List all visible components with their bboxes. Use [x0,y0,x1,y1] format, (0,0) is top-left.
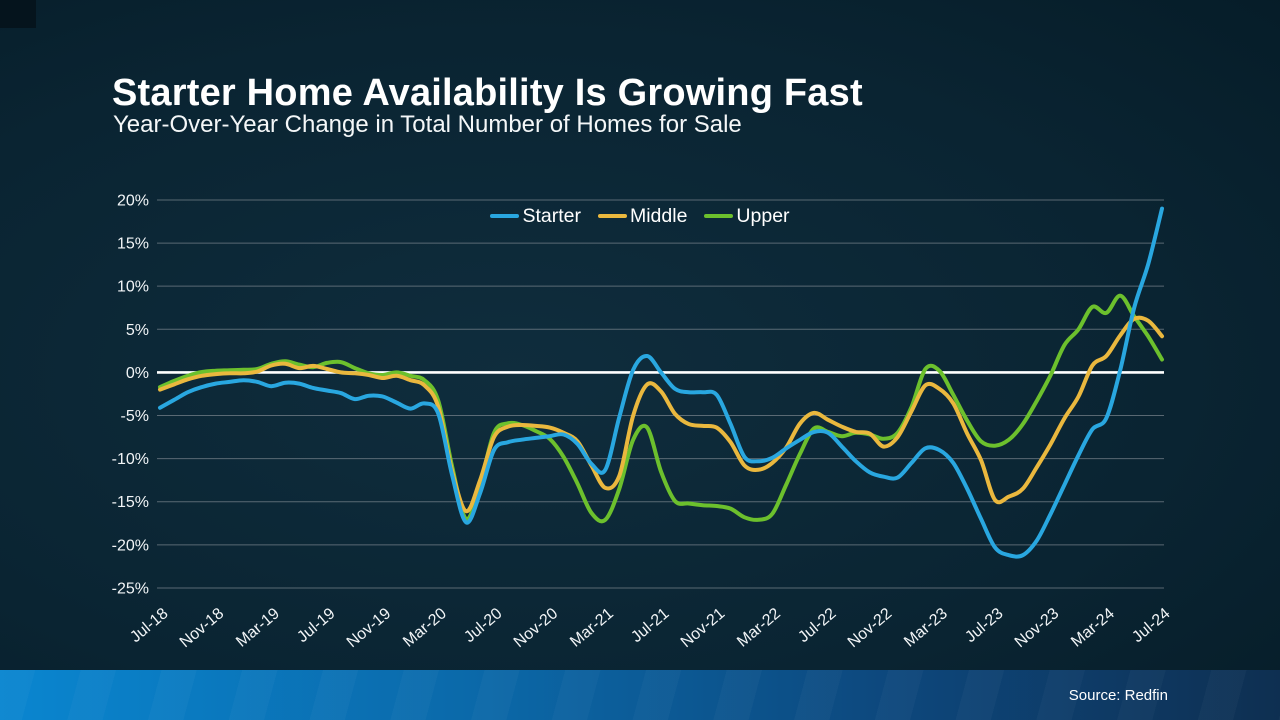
x-tick-label: Jul-18 [127,605,171,646]
y-tick-label: -15% [112,494,149,511]
legend-label: Starter [522,204,581,227]
x-tick-label: Mar-23 [901,605,951,651]
middle-line [158,315,1164,514]
y-tick-label: 20% [117,192,149,209]
legend: Starter Middle Upper [0,203,1280,229]
y-tick-label: -10% [112,451,149,468]
y-tick-label: 5% [126,322,149,339]
y-tick-label: -20% [112,537,149,554]
x-tick-label: Nov-23 [1012,605,1063,651]
x-tick-label: Mar-22 [734,605,784,651]
x-tick-label: Jul-19 [294,605,338,646]
x-tick-label: Mar-19 [233,605,283,651]
x-tick-label: Nov-22 [845,605,896,651]
legend-label: Upper [736,204,790,227]
x-tick-label: Jul-24 [1129,605,1173,646]
x-tick-label: Jul-20 [461,605,505,646]
x-tick-label: Jul-22 [795,605,839,646]
x-tick-label: Mar-20 [400,605,450,651]
x-tick-label: Nov-18 [177,605,228,651]
y-tick-label: 0% [126,365,149,382]
x-tick-label: Nov-20 [511,605,562,651]
x-tick-label: Nov-21 [678,605,729,651]
legend-item-starter: Starter [490,205,581,228]
x-tick-label: Nov-19 [344,605,395,651]
upper-line [158,293,1164,524]
legend-swatch-middle [597,214,627,218]
footer-bar: Source: Redfin [0,670,1280,720]
y-tick-label: -25% [112,580,149,597]
x-tick-label: Jul-21 [628,605,672,646]
corner-accent-square [0,0,36,28]
legend-swatch-starter [490,214,520,218]
x-tick-label: Jul-23 [962,605,1006,646]
y-tick-label: -5% [121,408,149,425]
source-label: Source: Redfin [1068,686,1168,704]
legend-label: Middle [629,204,688,227]
starter-line [158,206,1164,559]
legend-item-upper: Upper [704,204,790,228]
legend-swatch-upper [704,214,734,218]
y-tick-label: 10% [117,279,149,296]
legend-item-middle: Middle [597,204,688,228]
y-tick-label: 15% [117,236,149,253]
x-tick-label: Mar-21 [567,605,617,651]
page-title: Starter Home Availability Is Growing Fas… [112,72,863,115]
page-subtitle: Year-Over-Year Change in Total Number of… [113,111,742,138]
x-tick-label: Mar-24 [1068,605,1118,651]
